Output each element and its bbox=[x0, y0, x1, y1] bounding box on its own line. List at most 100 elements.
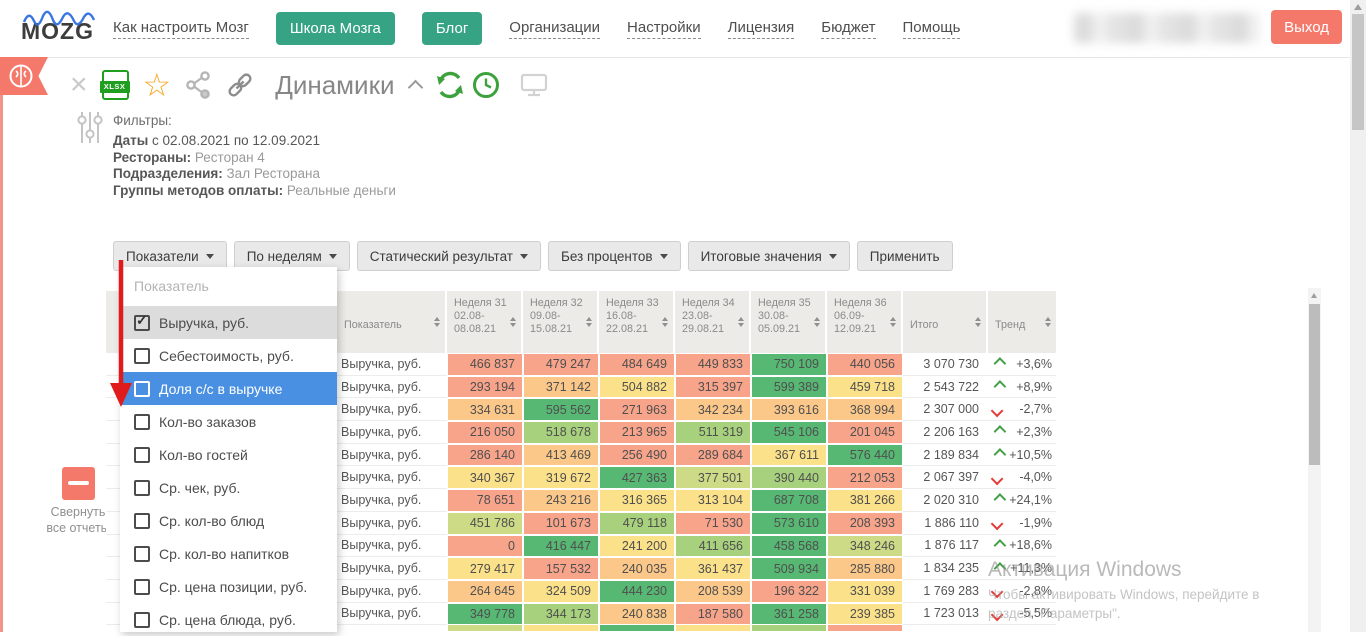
row-total: 1 723 013 bbox=[903, 603, 988, 626]
dropdown-item[interactable]: Кол-во заказов bbox=[120, 405, 337, 438]
close-icon[interactable]: × bbox=[70, 68, 88, 101]
column-sublabel: 16.08- bbox=[606, 310, 637, 322]
checkbox-icon bbox=[134, 413, 150, 430]
table-row: Выручка, руб. 279 417 157 532 240 035 361 43… bbox=[106, 557, 1057, 580]
top-nav: MOZG Как настроить Мозг Школа Мозга Блог Ор… bbox=[0, 0, 1366, 58]
column-sublabel: 23.08- bbox=[682, 310, 713, 322]
dropdown-item[interactable]: Ср. цена блюда, руб. bbox=[120, 603, 337, 636]
scroll-up-arrow-icon[interactable] bbox=[1354, 4, 1362, 10]
sort-icon[interactable] bbox=[586, 317, 592, 327]
nav-link[interactable]: Лицензия bbox=[727, 19, 795, 39]
trend-value: +24,1% bbox=[1008, 489, 1056, 512]
sort-icon[interactable] bbox=[738, 317, 744, 327]
dropdown-button[interactable]: Без процентов bbox=[547, 241, 681, 271]
heatmap-cell: 319 672 bbox=[523, 466, 599, 490]
schedule-clock-icon[interactable] bbox=[471, 70, 501, 100]
heatmap-cell: 240 838 bbox=[599, 602, 675, 626]
trend-value: -2,7% bbox=[1008, 398, 1056, 422]
dropdown-item[interactable]: Ср. кол-во блюд bbox=[120, 504, 337, 537]
share-icon[interactable] bbox=[185, 71, 211, 99]
nav-link[interactable]: Организации bbox=[509, 19, 601, 39]
nav-button[interactable]: Блог bbox=[421, 12, 483, 45]
heatmap-cell: 576 440 bbox=[827, 443, 903, 467]
partial-heatmap-cell bbox=[447, 625, 523, 632]
table-header-indicator[interactable]: Показатель bbox=[337, 291, 447, 353]
dropdown-item-label: Ср. чек, руб. bbox=[159, 479, 241, 496]
page-scrollbar-thumb[interactable] bbox=[1352, 14, 1364, 130]
report-title: Динамики bbox=[275, 69, 395, 100]
table-header-w36[interactable]: Неделя 36 06.09- 12.09.21 bbox=[827, 291, 903, 353]
table-header-w34[interactable]: Неделя 34 23.08- 29.08.21 bbox=[675, 291, 751, 353]
dropdown-item[interactable]: Ср. цена позиции, руб. bbox=[120, 570, 337, 603]
dropdown-item[interactable]: Доля с/с в выручке bbox=[120, 372, 337, 405]
dropdown-button[interactable]: Итоговые значения bbox=[687, 241, 850, 271]
column-sublabel: 05.09.21 bbox=[758, 323, 801, 335]
collapse-all-reports-button[interactable] bbox=[62, 467, 95, 500]
dropdown-item[interactable]: Кол-во гостей bbox=[120, 438, 337, 471]
table-partial-row bbox=[106, 625, 1057, 632]
table-header-total[interactable]: Итого bbox=[903, 291, 988, 353]
monitor-icon[interactable] bbox=[519, 71, 549, 99]
nav-link[interactable]: Настройки bbox=[627, 19, 701, 39]
left-accent-line bbox=[0, 95, 3, 632]
nav-button[interactable]: Школа Мозга bbox=[275, 12, 395, 45]
dropdown-item[interactable]: Выручка, руб. bbox=[120, 306, 337, 339]
table-header-w32[interactable]: Неделя 32 09.08- 15.08.21 bbox=[523, 291, 599, 353]
collapse-chevron-icon[interactable] bbox=[408, 79, 424, 96]
heatmap-cell: 271 963 bbox=[599, 398, 675, 422]
sort-icon[interactable] bbox=[975, 317, 981, 327]
sort-icon[interactable] bbox=[814, 317, 820, 327]
table-header-w33[interactable]: Неделя 33 16.08- 22.08.21 bbox=[599, 291, 675, 353]
heatmap-cell: 377 501 bbox=[675, 466, 751, 490]
caret-down-icon bbox=[659, 253, 668, 259]
export-xlsx-icon[interactable]: XLSX bbox=[99, 70, 130, 100]
filter-value: Зал Ресторана bbox=[222, 166, 321, 181]
filter-label: Подразделения: bbox=[113, 166, 223, 181]
nav-link[interactable]: Бюджет bbox=[821, 19, 876, 39]
heatmap-cell: 411 656 bbox=[675, 534, 751, 558]
heatmap-cell: 216 050 bbox=[447, 421, 523, 444]
nav-link[interactable]: Как настроить Мозг bbox=[113, 19, 249, 39]
checkbox-icon bbox=[134, 380, 150, 397]
sort-up-icon bbox=[890, 317, 896, 321]
sort-icon[interactable] bbox=[890, 317, 896, 327]
dropdown-item[interactable]: Ср. кол-во напитков bbox=[120, 537, 337, 570]
report-scrollbar-thumb[interactable] bbox=[1309, 304, 1320, 465]
logout-button[interactable]: Выход bbox=[1271, 10, 1342, 44]
partial-heatmap-cell bbox=[751, 625, 827, 632]
sort-icon[interactable] bbox=[662, 317, 668, 327]
heatmap-cell: 342 234 bbox=[675, 398, 751, 422]
page-scrollbar[interactable] bbox=[1350, 0, 1366, 632]
dropdown-item[interactable]: Ср. чек, руб. bbox=[120, 471, 337, 504]
row-total: 2 189 834 bbox=[903, 444, 988, 467]
report-scrollbar[interactable] bbox=[1308, 288, 1321, 632]
dropdown-item-label: Доля с/с в выручке bbox=[159, 380, 283, 397]
sort-icon[interactable] bbox=[510, 317, 516, 327]
heatmap-cell: 340 367 bbox=[447, 466, 523, 490]
mozg-logo[interactable]: MOZG bbox=[20, 8, 98, 50]
heatmap-cell: 413 469 bbox=[523, 443, 599, 467]
report-scroll-up-arrow-icon[interactable] bbox=[1311, 293, 1317, 298]
dropdown-button[interactable]: Показатели bbox=[113, 241, 227, 271]
dropdown-button[interactable]: Статический результат bbox=[356, 241, 541, 271]
filter-label: Рестораны: bbox=[113, 149, 192, 165]
nav-link[interactable]: Помощь bbox=[902, 19, 961, 39]
favorite-star-icon[interactable]: ☆ bbox=[142, 67, 172, 103]
table-header-w35[interactable]: Неделя 35 30.08- 05.09.21 bbox=[751, 291, 827, 353]
trend-value: -4,0% bbox=[1008, 466, 1056, 490]
dropdown-item[interactable]: Себестоимость, руб. bbox=[120, 339, 337, 372]
table-header-w31[interactable]: Неделя 31 02.08- 08.08.21 bbox=[447, 291, 523, 353]
heatmap-cell: 78 651 bbox=[447, 489, 523, 512]
column-sublabel: 12.09.21 bbox=[834, 323, 877, 335]
sort-icon[interactable] bbox=[434, 317, 440, 327]
heatmap-cell: 331 039 bbox=[827, 579, 903, 603]
table-header-trend[interactable]: Тренд bbox=[988, 291, 1056, 353]
filter-value: Реальные деньги bbox=[283, 182, 396, 198]
sort-icon[interactable] bbox=[1045, 317, 1051, 327]
dropdown-button[interactable]: По неделям bbox=[233, 241, 350, 271]
link-icon[interactable] bbox=[225, 71, 255, 99]
apply-button[interactable]: Применить bbox=[856, 241, 953, 271]
refresh-icon[interactable] bbox=[435, 70, 465, 100]
column-label: Неделя 32 bbox=[530, 297, 583, 309]
report-tab-ribbon[interactable] bbox=[0, 57, 48, 95]
